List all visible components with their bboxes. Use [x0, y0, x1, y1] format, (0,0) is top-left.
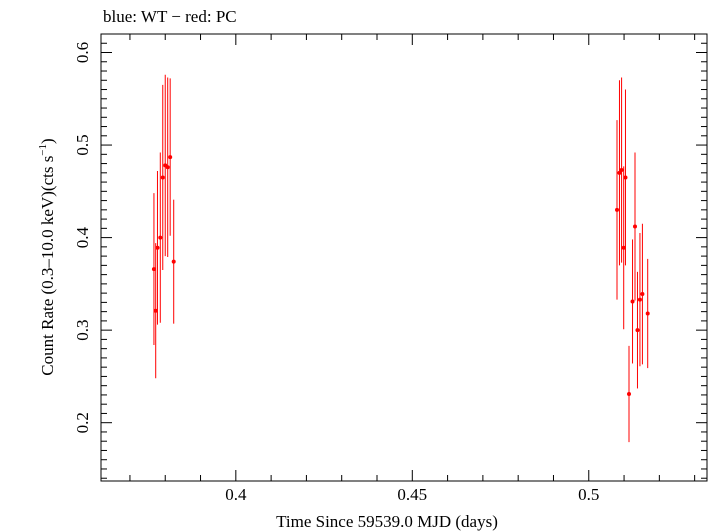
- data-point: [163, 74, 168, 257]
- data-point: [155, 170, 160, 325]
- y-axis-label: Count Rate (0.3–10.0 keV)(cts s−1): [37, 138, 57, 375]
- data-point: [168, 78, 173, 236]
- plot-frame: [100, 33, 708, 482]
- data-marker: [160, 175, 165, 180]
- data-point: [630, 239, 635, 364]
- data-marker: [637, 297, 642, 302]
- data-marker: [153, 308, 158, 313]
- data-marker: [617, 170, 622, 175]
- y-axis-label-main: Count Rate (0.3–10.0 keV)(cts s: [38, 156, 57, 376]
- data-marker: [619, 168, 624, 173]
- data-point: [621, 166, 626, 330]
- data-marker: [151, 267, 156, 272]
- data-marker: [615, 207, 619, 212]
- data-point: [619, 77, 624, 263]
- data-marker: [158, 235, 163, 240]
- data-marker: [630, 299, 635, 304]
- data-point: [623, 89, 628, 266]
- data-point: [153, 243, 158, 379]
- data-point: [615, 120, 619, 300]
- data-point: [171, 199, 176, 324]
- data-point: [160, 84, 165, 270]
- data-marker: [635, 328, 640, 333]
- y-tick-label: 0.4: [73, 226, 92, 248]
- data-point: [637, 232, 642, 367]
- data-point: [645, 258, 650, 369]
- y-axis-label-exponent: −1: [37, 144, 49, 156]
- x-tick-label: 0.5: [578, 485, 599, 504]
- data-marker: [171, 259, 176, 264]
- y-tick-label: 0.5: [73, 134, 92, 155]
- data-point: [640, 223, 645, 365]
- y-tick-label: 0.2: [73, 412, 92, 433]
- data-marker: [155, 245, 160, 250]
- data-point: [617, 80, 622, 266]
- data-marker: [645, 311, 650, 316]
- x-tick-label: 0.4: [225, 485, 247, 504]
- data-marker: [165, 165, 170, 170]
- chart-title: blue: WT − red: PC: [103, 7, 237, 26]
- y-axis-label-close: ): [38, 138, 57, 144]
- data-point: [635, 271, 640, 389]
- data-point: [633, 152, 637, 301]
- data-marker: [168, 155, 173, 160]
- data-point: [627, 345, 631, 443]
- data-marker: [621, 245, 626, 250]
- x-tick-label: 0.45: [397, 485, 427, 504]
- data-series: [151, 74, 650, 443]
- x-axis-label: Time Since 59539.0 MJD (days): [276, 512, 498, 531]
- y-tick-label: 0.6: [73, 42, 92, 63]
- data-point: [158, 152, 163, 323]
- y-tick-label: 0.3: [73, 320, 92, 341]
- data-point: [151, 193, 156, 345]
- x-axis-ticks: 0.4 0.45 0.5: [129, 34, 696, 504]
- data-marker: [623, 175, 628, 180]
- data-marker: [627, 392, 631, 397]
- y-axis-ticks: 0.2 0.3 0.4 0.5 0.6: [73, 42, 707, 479]
- data-marker: [640, 292, 645, 297]
- data-marker: [633, 224, 637, 229]
- data-point: [165, 77, 170, 258]
